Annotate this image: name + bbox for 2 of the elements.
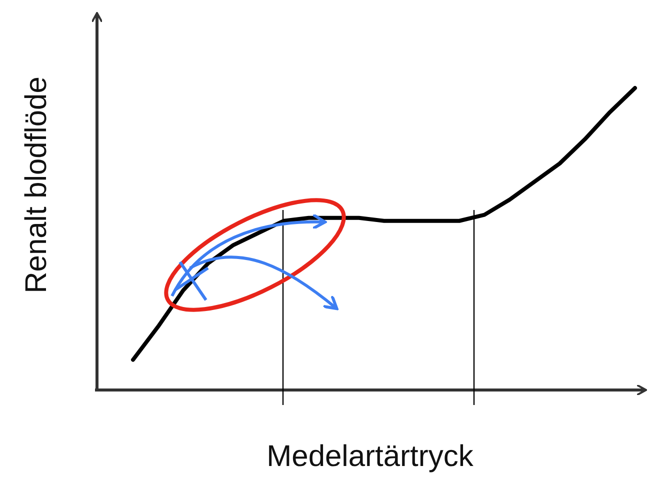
x-axis-title: Medelartärtryck — [266, 440, 474, 473]
y-axis-title: Renalt blodflöde — [20, 76, 53, 294]
